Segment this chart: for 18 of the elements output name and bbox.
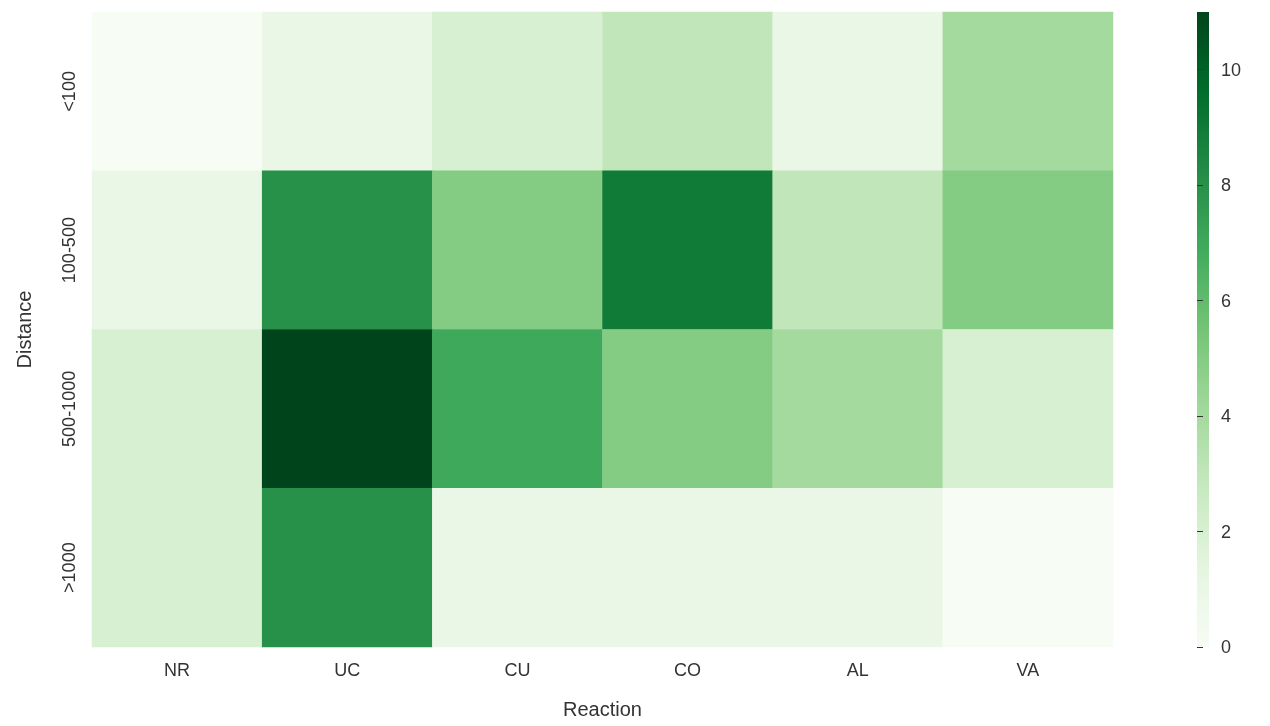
x-tick-label: CO: [674, 660, 702, 680]
y-axis-title: Distance: [13, 290, 35, 369]
y-tick-label: <100: [59, 71, 79, 112]
x-tick-label: VA: [1016, 660, 1040, 680]
color-bar-label: 0: [1221, 637, 1232, 657]
x-tick-label: UC: [334, 660, 361, 680]
color-bar-label: 4: [1221, 406, 1232, 427]
y-tick-label: 100-500: [59, 217, 79, 284]
color-bar-label: 6: [1221, 290, 1232, 311]
y-tick-label: 500-1000: [59, 370, 79, 447]
x-tick-label: CU: [504, 660, 531, 680]
x-tick-label: NR: [164, 660, 191, 680]
x-axis-title: Reaction: [563, 698, 642, 720]
color-bar-label: 10: [1221, 59, 1242, 80]
color-bar-label: 8: [1221, 175, 1232, 196]
x-tick-label: AL: [846, 660, 869, 680]
color-bar-label: 2: [1221, 521, 1232, 542]
y-tick-label: >1000: [59, 542, 79, 593]
